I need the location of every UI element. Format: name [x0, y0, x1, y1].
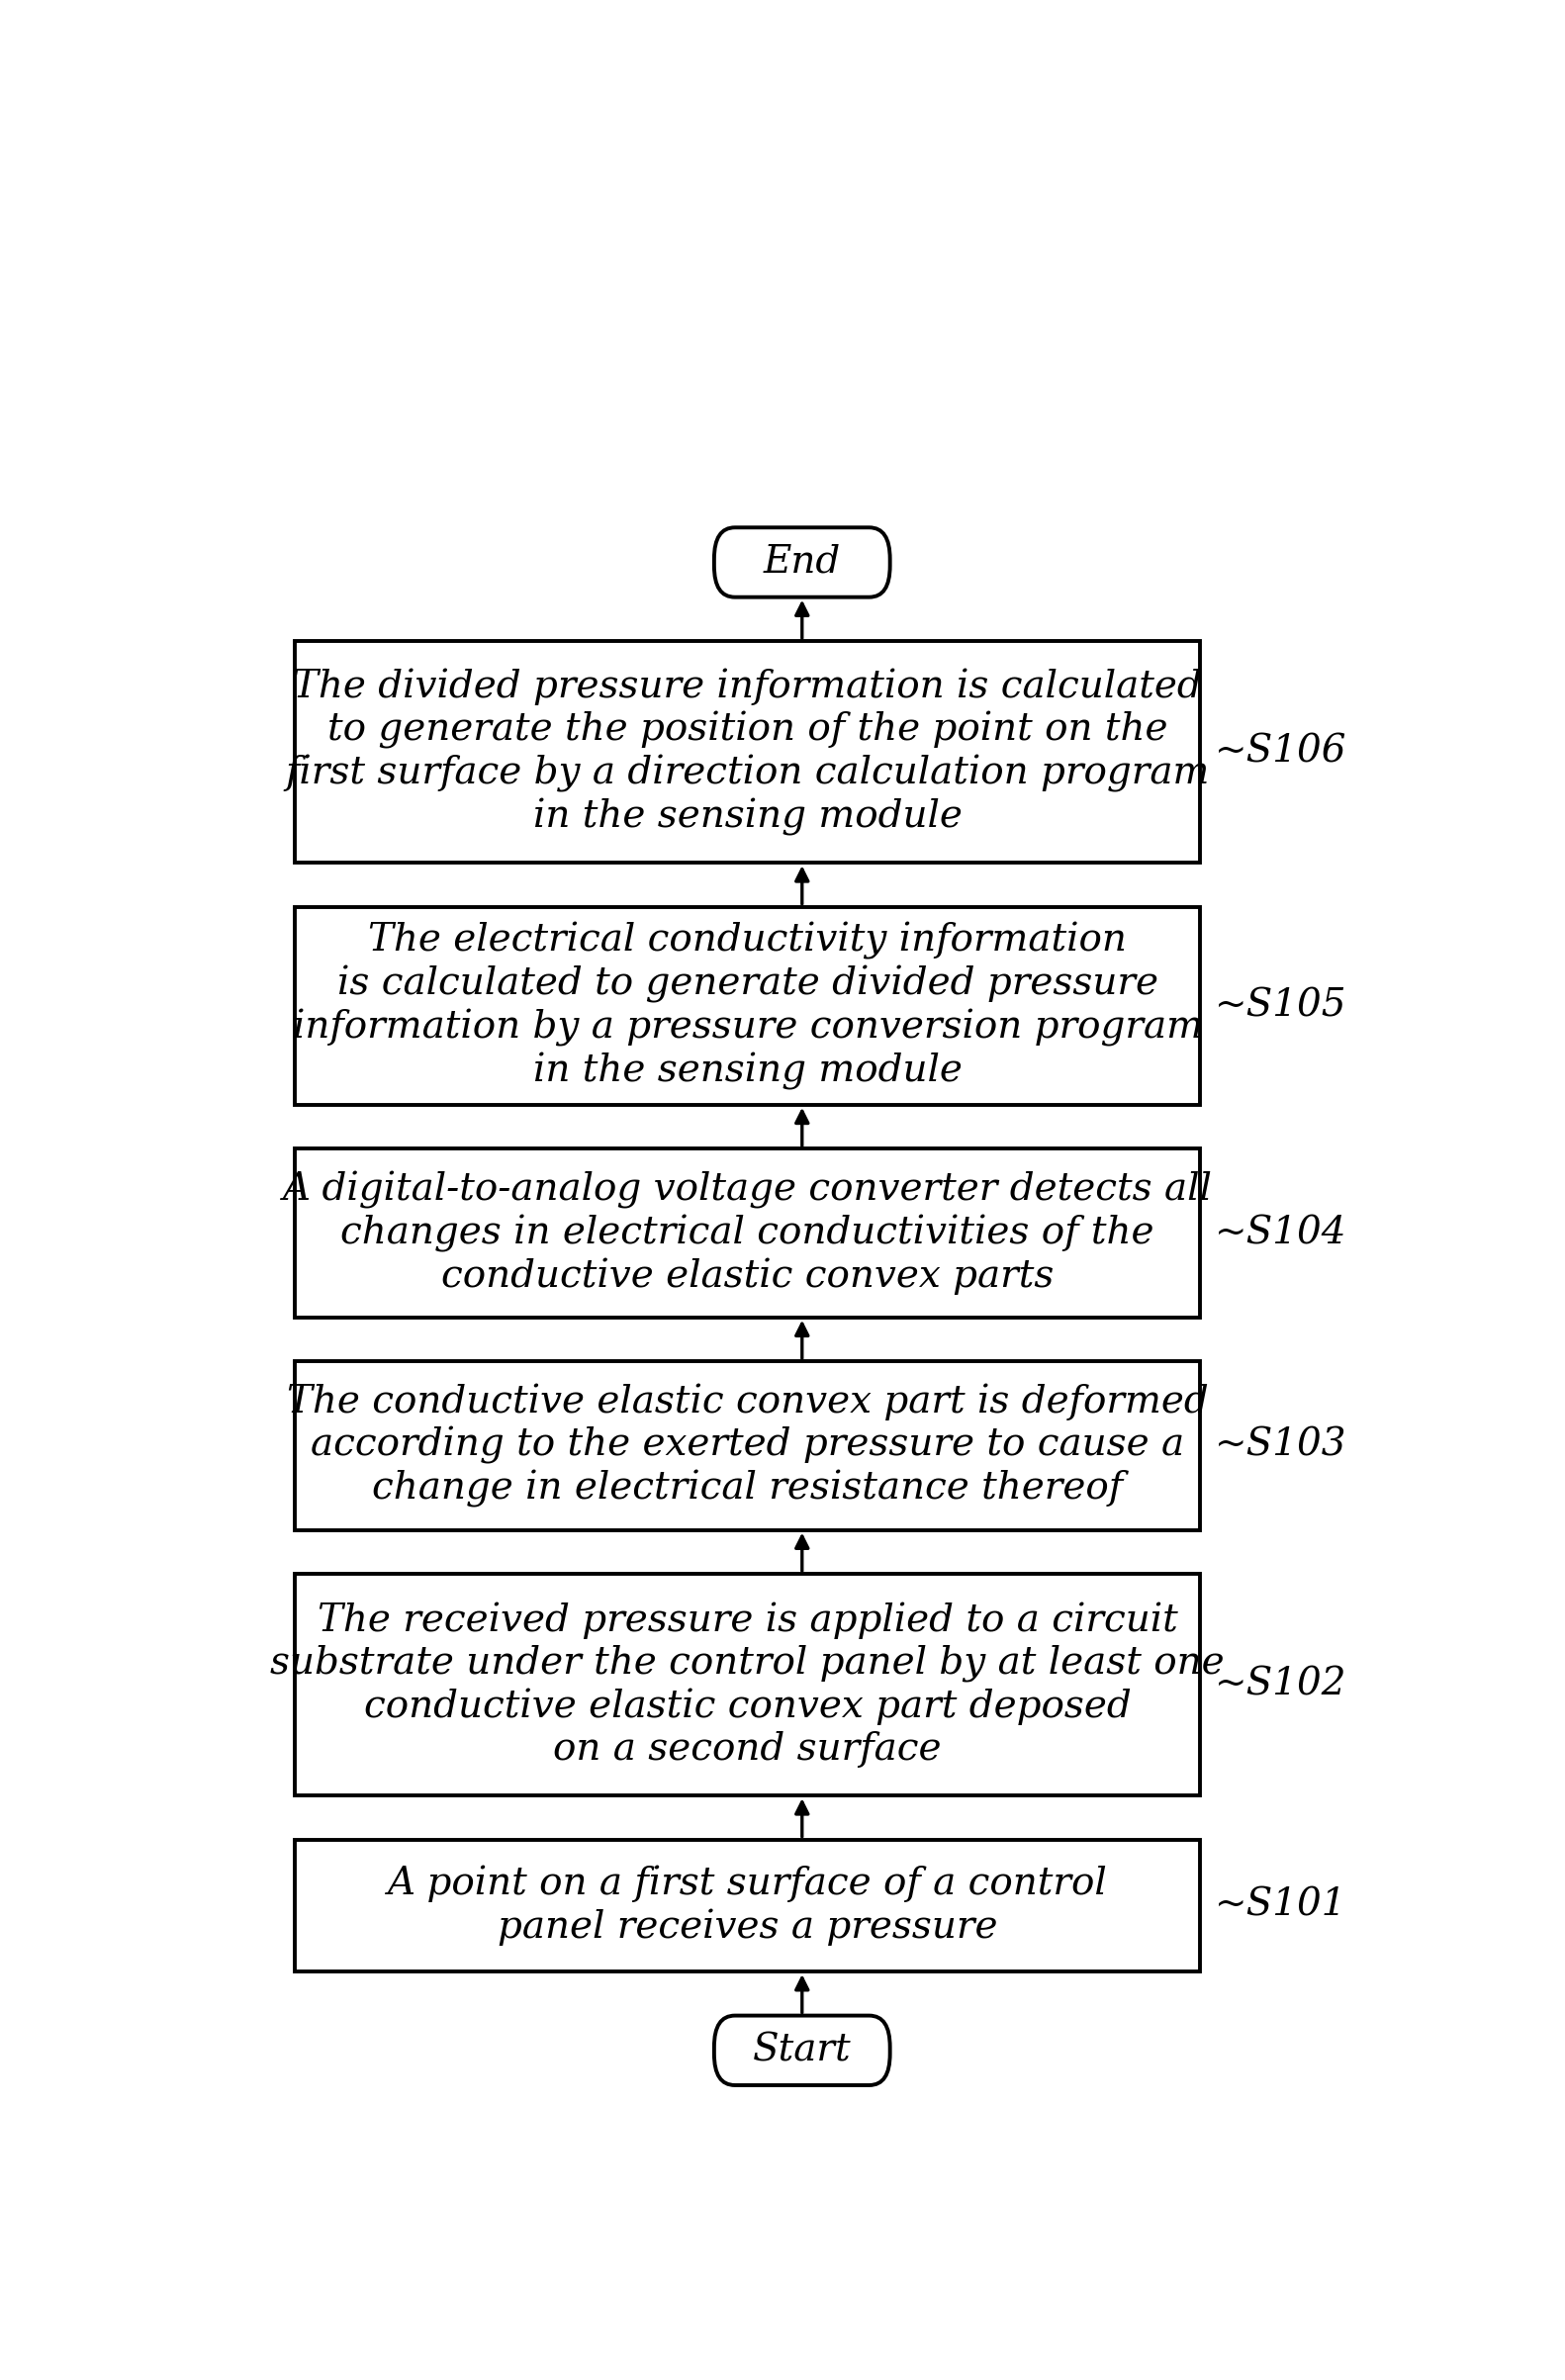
- FancyBboxPatch shape: [714, 528, 890, 597]
- FancyBboxPatch shape: [714, 2016, 890, 2085]
- Text: The conductive elastic convex part is deformed
according to the exerted pressure: The conductive elastic convex part is de…: [286, 1383, 1208, 1507]
- Bar: [296, 907, 1200, 1104]
- Bar: [296, 640, 1200, 864]
- Text: ~S102: ~S102: [1214, 1666, 1346, 1704]
- Text: A point on a first surface of a control
panel receives a pressure: A point on a first surface of a control …: [388, 1866, 1108, 1944]
- Text: ~S103: ~S103: [1214, 1428, 1346, 1464]
- Text: ~S106: ~S106: [1214, 733, 1346, 771]
- Text: The electrical conductivity information
is calculated to generate divided pressu: The electrical conductivity information …: [293, 921, 1202, 1090]
- Bar: [296, 1573, 1200, 1795]
- Text: The received pressure is applied to a circuit
substrate under the control panel : The received pressure is applied to a ci…: [271, 1602, 1225, 1768]
- Text: ~S101: ~S101: [1214, 1887, 1346, 1923]
- Bar: [296, 1840, 1200, 1971]
- Text: ~S105: ~S105: [1214, 988, 1346, 1023]
- Bar: [296, 1150, 1200, 1319]
- Text: Start: Start: [753, 2033, 851, 2068]
- Text: ~S104: ~S104: [1214, 1214, 1346, 1252]
- Text: A digital-to-analog voltage converter detects all
changes in electrical conducti: A digital-to-analog voltage converter de…: [283, 1171, 1213, 1295]
- Text: The divided pressure information is calculated
to generate the position of the p: The divided pressure information is calc…: [285, 669, 1210, 835]
- Bar: [296, 1361, 1200, 1530]
- Text: End: End: [764, 545, 840, 581]
